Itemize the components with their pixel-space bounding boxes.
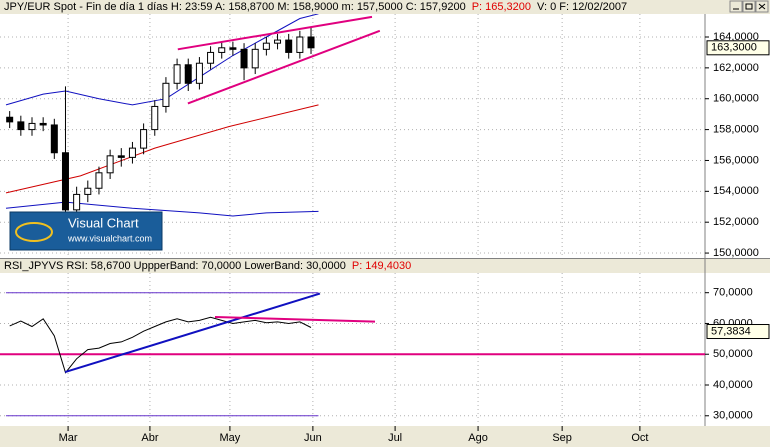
- candle-body: [229, 47, 237, 50]
- candle-body: [95, 172, 103, 189]
- x-tick-label: Jul: [388, 432, 402, 444]
- candle-body: [307, 36, 315, 49]
- window-buttons: [729, 0, 769, 13]
- candle-body: [128, 147, 136, 158]
- candle-body: [207, 51, 215, 64]
- logo-url: www.visualchart.com: [67, 233, 152, 243]
- candle-body: [162, 82, 170, 107]
- last-value-label: 57,3834: [711, 325, 751, 337]
- candle-body: [296, 36, 304, 53]
- rsi-plot: [0, 273, 705, 425]
- maximize-button[interactable]: [742, 0, 756, 13]
- rsi-line: [9, 316, 312, 374]
- icon: [745, 3, 753, 10]
- price-header-bar: [0, 0, 770, 14]
- candle-body: [184, 64, 192, 84]
- candle-body: [151, 105, 159, 131]
- y-tick-label: 70,0000: [713, 287, 753, 299]
- logo-icon: [15, 222, 53, 242]
- y-tick-label: 152,0000: [713, 216, 759, 228]
- last-value-box: [706, 324, 770, 340]
- price-plot: [0, 14, 705, 258]
- rsi-header-bar: [0, 259, 770, 273]
- y-tick-label: 40,0000: [713, 379, 753, 391]
- logo: Visual Chart www.visualchart.com: [9, 211, 163, 251]
- trendline: [177, 15, 373, 51]
- last-value-box: [706, 40, 770, 56]
- candle-body: [285, 39, 293, 53]
- x-tick-label: Abr: [141, 432, 158, 444]
- candle-body: [61, 152, 69, 211]
- x-tick-label: Sep: [552, 432, 572, 444]
- minimize-button[interactable]: [729, 0, 743, 13]
- header-part: RSI_JPYVS RSI: 58,6700 UppperBand: 70,00…: [4, 260, 346, 272]
- candle-body: [218, 47, 226, 53]
- icon: [758, 3, 766, 10]
- candle-body: [262, 42, 270, 50]
- logo-title: Visual Chart: [68, 215, 139, 230]
- candle-body: [240, 48, 248, 69]
- header-part: P: 165,3200: [472, 1, 531, 13]
- candle-body: [39, 122, 47, 126]
- x-tick-label: Jun: [304, 432, 322, 444]
- candle-body: [117, 155, 125, 158]
- candle-body: [73, 193, 81, 211]
- panel-header: JPY/EUR Spot - Fin de día 1 días H: 23:5…: [4, 1, 627, 13]
- x-tick-label: Ago: [468, 432, 488, 444]
- candle-body: [17, 121, 25, 131]
- trendline: [64, 292, 321, 374]
- candle-body: [140, 129, 148, 149]
- header-part: P: 149,4030: [352, 260, 411, 272]
- y-tick-label: 50,0000: [713, 348, 753, 360]
- candle-body: [28, 122, 36, 131]
- trendline: [187, 29, 381, 105]
- candle-body: [195, 62, 203, 84]
- x-tick-label: Mar: [59, 432, 78, 444]
- candle-body: [173, 64, 181, 84]
- y-tick-label: 156,0000: [713, 154, 759, 166]
- y-tick-label: 150,0000: [713, 247, 759, 259]
- candle-body: [106, 155, 114, 174]
- logo-box: [9, 211, 163, 251]
- candle-body: [6, 116, 14, 123]
- x-tick-label: May: [220, 432, 241, 444]
- panel-header: RSI_JPYVS RSI: 58,6700 UppperBand: 70,00…: [4, 260, 411, 272]
- header-part: V: 0 F: 12/02/2007: [537, 1, 627, 13]
- header-part: JPY/EUR Spot - Fin de día 1 días H: 23:5…: [4, 1, 466, 13]
- x-axis-bar: [0, 426, 770, 447]
- candle-body: [274, 39, 282, 44]
- x-tick-label: Oct: [631, 432, 648, 444]
- candle-body: [251, 48, 259, 69]
- last-value-label: 163,3000: [711, 42, 757, 54]
- y-tick-label: 158,0000: [713, 124, 759, 136]
- y-tick-label: 154,0000: [713, 185, 759, 197]
- y-tick-label: 162,0000: [713, 62, 759, 74]
- candle-body: [84, 187, 92, 195]
- y-tick-label: 164,0000: [713, 31, 759, 43]
- indicator-line: [5, 104, 319, 194]
- trendline: [214, 316, 376, 323]
- y-tick-label: 160,0000: [713, 93, 759, 105]
- y-tick-label: 30,0000: [713, 410, 753, 422]
- candle-body: [50, 124, 58, 154]
